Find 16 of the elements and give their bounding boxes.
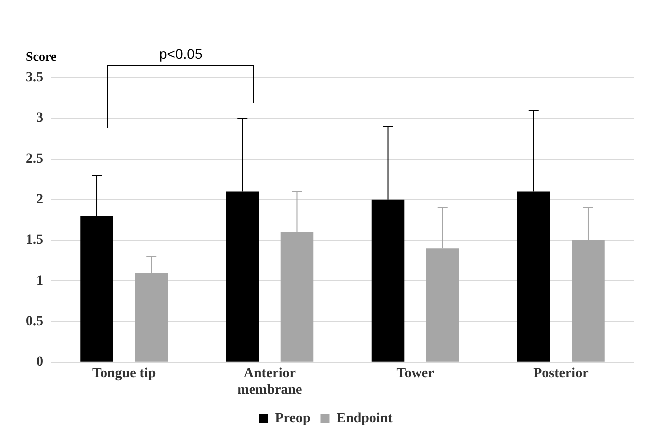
y-tick-label: 3 bbox=[36, 111, 44, 126]
x-tick-label: Anterior membrane bbox=[238, 366, 302, 398]
y-tick-label: 0.5 bbox=[26, 314, 44, 330]
x-tick-label: Posterior bbox=[534, 366, 589, 382]
y-tick-label: 2 bbox=[36, 192, 44, 208]
y-tick-label: 3.5 bbox=[26, 70, 44, 86]
x-tick-label: Tongue tip bbox=[92, 366, 156, 382]
y-tick-label: 2.5 bbox=[26, 152, 44, 167]
y-axis-title: Score bbox=[26, 48, 58, 64]
y-tick-label: 1.5 bbox=[26, 233, 44, 248]
text: p<0.05 bbox=[160, 46, 203, 62]
y-tick-label: 1 bbox=[36, 274, 44, 289]
y-tick-label: 0 bbox=[36, 355, 44, 370]
x-tick-label: Tower bbox=[396, 366, 434, 382]
legend-label: Endpoint bbox=[336, 412, 394, 427]
legend-label: Preop bbox=[275, 412, 311, 427]
